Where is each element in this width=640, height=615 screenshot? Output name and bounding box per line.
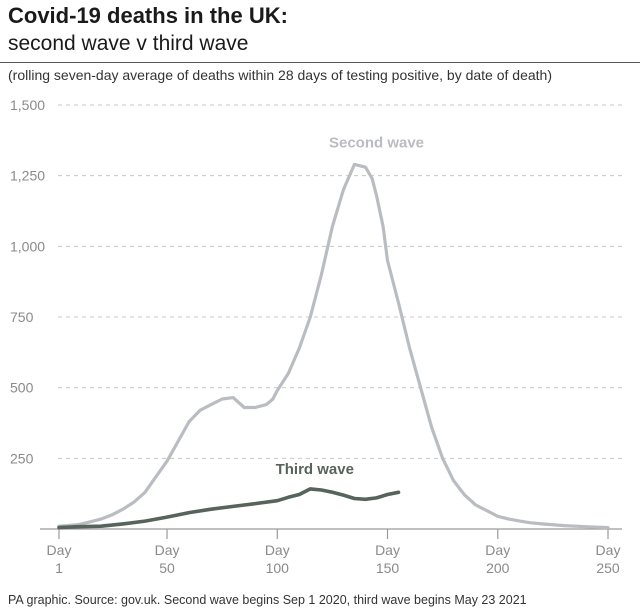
x-tick-value: 150 bbox=[376, 560, 400, 576]
chart-subtitle: second wave v third wave bbox=[8, 32, 249, 55]
x-tick-label: Day bbox=[155, 542, 180, 558]
x-tick-value: 50 bbox=[159, 560, 175, 576]
y-axis-ticks: 250 500 750 1,000 1,250 1,500 bbox=[10, 97, 45, 466]
x-tick-label: Day bbox=[265, 542, 290, 558]
x-tick-label: Day bbox=[596, 542, 621, 558]
y-tick-label: 1,250 bbox=[10, 168, 45, 184]
y-tick-label: 250 bbox=[10, 450, 34, 466]
x-axis-ticks: Day 1 Day 50 Day 100 Day 150 Day 200 Day 250 bbox=[47, 529, 621, 576]
x-tick-value: 200 bbox=[486, 560, 510, 576]
x-tick-label: Day bbox=[485, 542, 510, 558]
y-tick-label: 500 bbox=[10, 380, 34, 396]
second-wave-line bbox=[57, 162, 610, 530]
data-series bbox=[57, 162, 610, 530]
chart-title: Covid-19 deaths in the UK: bbox=[8, 3, 288, 28]
grid-lines bbox=[58, 104, 622, 459]
x-tick-label: Day bbox=[47, 542, 72, 558]
x-tick-value: 250 bbox=[596, 560, 620, 576]
third-wave-label: Third wave bbox=[276, 461, 354, 478]
third-wave-line bbox=[57, 487, 401, 530]
y-tick-label: 1,000 bbox=[10, 238, 45, 254]
y-tick-label: 750 bbox=[10, 309, 34, 325]
second-wave-label: Second wave bbox=[329, 134, 424, 151]
x-tick-value: 100 bbox=[266, 560, 290, 576]
y-tick-label: 1,500 bbox=[10, 97, 45, 113]
header-divider bbox=[0, 62, 640, 63]
x-tick-label: Day bbox=[375, 542, 400, 558]
source-footer: PA graphic. Source: gov.uk. Second wave … bbox=[8, 593, 527, 607]
series-labels: Second wave Third wave bbox=[276, 134, 424, 477]
x-tick-value: 1 bbox=[55, 560, 63, 576]
chart-note: (rolling seven-day average of deaths wit… bbox=[8, 67, 552, 83]
